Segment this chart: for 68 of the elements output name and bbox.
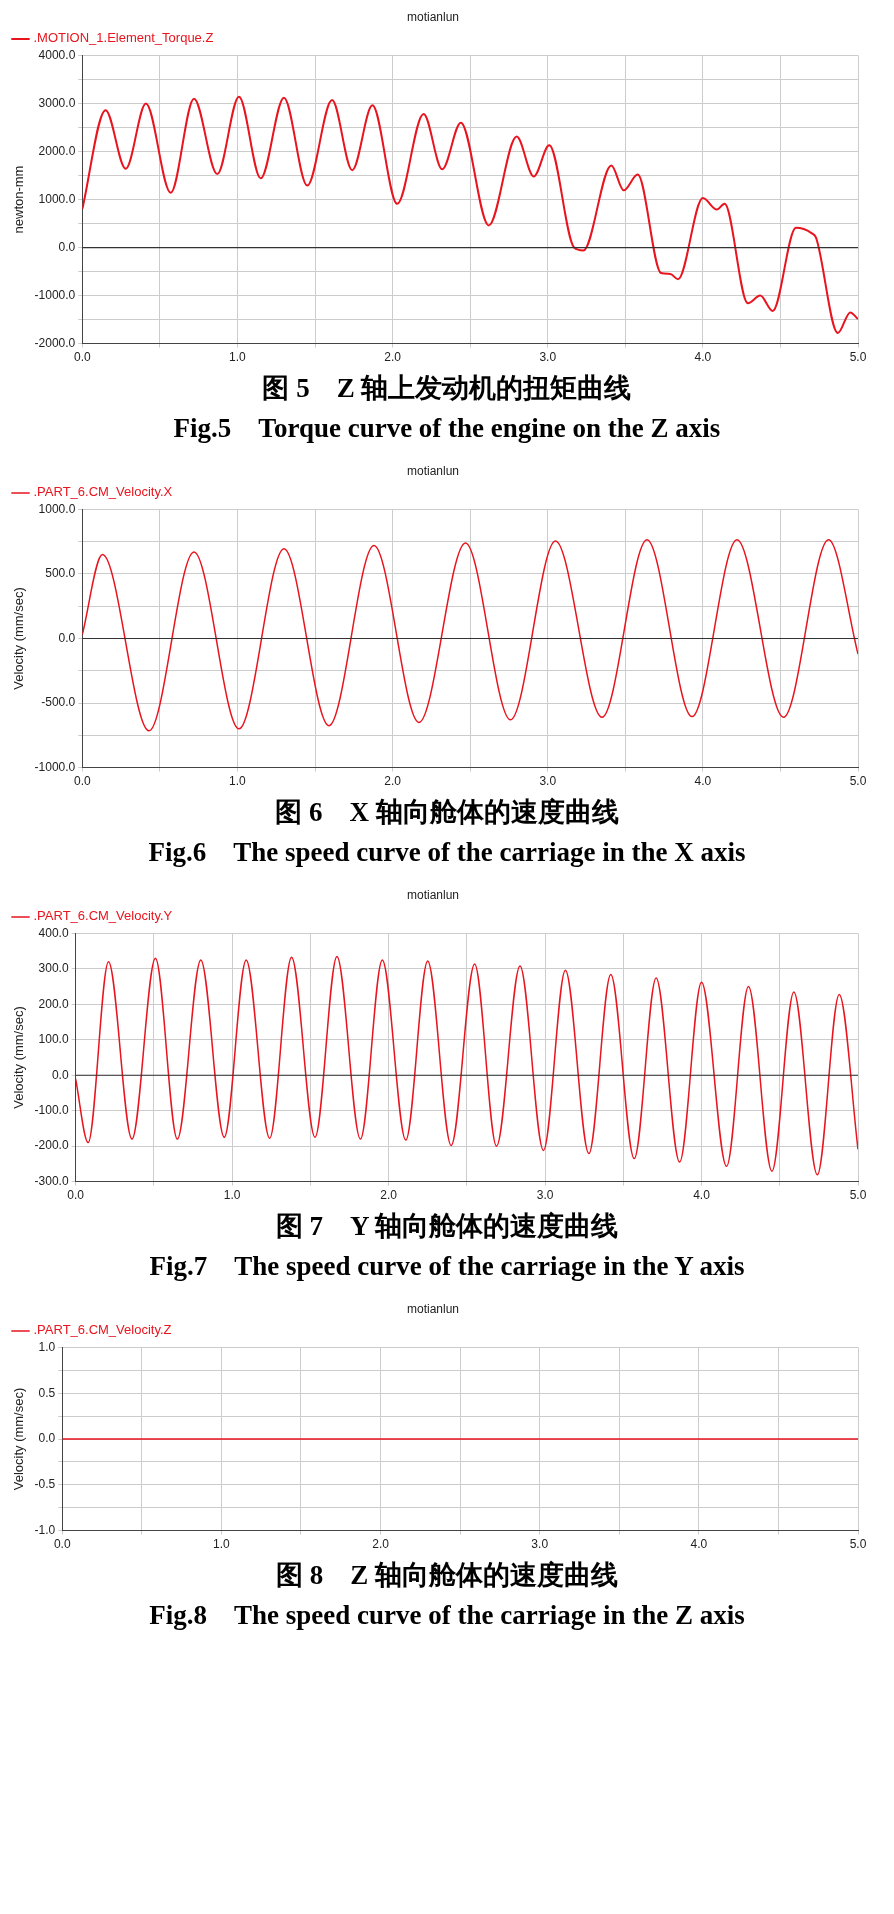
y-tick-label: 4000.0 — [38, 47, 76, 62]
y-tick-label: 300.0 — [38, 961, 69, 976]
x-tick-label: 4.0 — [694, 774, 712, 789]
legend-label: .MOTION_1.Element_Torque.Z — [33, 30, 214, 46]
caption: Fig.5 Torque curve of the engine on the Z axis — [172, 412, 722, 445]
x-tick-label: 1.0 — [213, 1537, 231, 1552]
x-tick-label: 4.0 — [693, 1188, 711, 1203]
caption: 图 8 Z 轴向舱体的速度曲线 — [275, 1559, 619, 1592]
y-tick-label: 1000.0 — [38, 191, 76, 206]
legend-label: .PART_6.CM_Velocity.Z — [33, 1322, 172, 1338]
y-tick-label: -200.0 — [34, 1138, 69, 1153]
y-tick-label: 0.0 — [58, 630, 76, 645]
caption: Fig.8 The speed curve of the carriage in the Z axis — [148, 1599, 746, 1632]
line-series — [75, 955, 858, 1176]
legend-label: .PART_6.CM_Velocity.X — [33, 484, 173, 500]
x-tick-label: 2.0 — [380, 1188, 398, 1203]
y-axis-title: newton-mm — [11, 165, 27, 234]
x-tick-label: 4.0 — [690, 1537, 708, 1552]
x-tick-label: 0.0 — [73, 350, 91, 365]
x-tick-label: 3.0 — [531, 1537, 549, 1552]
y-tick-label: 400.0 — [38, 925, 69, 940]
x-tick-label: 3.0 — [539, 350, 557, 365]
legend-label: .PART_6.CM_Velocity.Y — [33, 908, 173, 924]
caption: Fig.6 The speed curve of the carriage in the X axis — [147, 836, 747, 869]
y-tick-label: -500.0 — [41, 695, 76, 710]
caption: 图 7 Y 轴向舱体的速度曲线 — [274, 1210, 620, 1243]
caption: 图 5 Z 轴上发动机的扭矩曲线 — [261, 372, 633, 405]
y-tick-label: -1.0 — [34, 1522, 56, 1537]
y-tick-label: -0.5 — [34, 1477, 56, 1492]
y-axis-title: Velocity (mm/sec) — [11, 587, 27, 690]
y-tick-label: 0.0 — [38, 1431, 56, 1446]
y-tick-label: -100.0 — [34, 1103, 69, 1117]
y-tick-label: 0.0 — [58, 239, 76, 254]
y-tick-label: -1000.0 — [34, 287, 76, 302]
y-tick-label: -2000.0 — [34, 335, 76, 350]
y-tick-label: 2000.0 — [38, 143, 76, 158]
x-tick-label: 5.0 — [849, 1537, 867, 1552]
y-axis-title: Velocity (mm/sec) — [11, 1006, 27, 1109]
x-tick-label: 5.0 — [849, 1188, 867, 1203]
x-tick-label: 4.0 — [694, 350, 712, 365]
y-tick-label: -1000.0 — [34, 759, 76, 774]
y-tick-label: 0.0 — [51, 1067, 69, 1082]
chart-title: motianlun — [406, 1301, 460, 1316]
x-tick-label: 2.0 — [384, 774, 402, 789]
y-tick-label: 500.0 — [45, 566, 76, 581]
x-tick-label: 5.0 — [849, 774, 867, 789]
y-tick-label: 1000.0 — [38, 501, 76, 516]
y-tick-label: 200.0 — [38, 996, 69, 1011]
y-axis-title: Velocity (mm/sec) — [11, 1387, 27, 1491]
chart-title: motianlun — [406, 9, 460, 24]
x-tick-label: 0.0 — [73, 774, 91, 789]
x-tick-label: 3.0 — [536, 1188, 554, 1203]
chart-title: motianlun — [406, 887, 460, 902]
caption: Fig.7 The speed curve of the carriage in the Y axis — [148, 1250, 746, 1283]
x-tick-label: 2.0 — [384, 350, 402, 365]
x-tick-label: 1.0 — [229, 350, 247, 365]
x-tick-label: 1.0 — [223, 1188, 241, 1203]
chart-title: motianlun — [406, 463, 460, 478]
y-tick-label: 100.0 — [38, 1032, 69, 1047]
x-tick-label: 2.0 — [372, 1537, 390, 1552]
x-tick-label: 5.0 — [849, 350, 867, 365]
caption: 图 6 X 轴向舱体的速度曲线 — [274, 796, 620, 829]
x-tick-label: 3.0 — [539, 774, 557, 789]
y-tick-label: 1.0 — [38, 1339, 56, 1354]
y-tick-label: 3000.0 — [38, 95, 76, 110]
y-tick-label: 0.5 — [38, 1385, 56, 1400]
x-tick-label: 1.0 — [229, 774, 247, 789]
y-tick-label: -300.0 — [34, 1173, 69, 1188]
